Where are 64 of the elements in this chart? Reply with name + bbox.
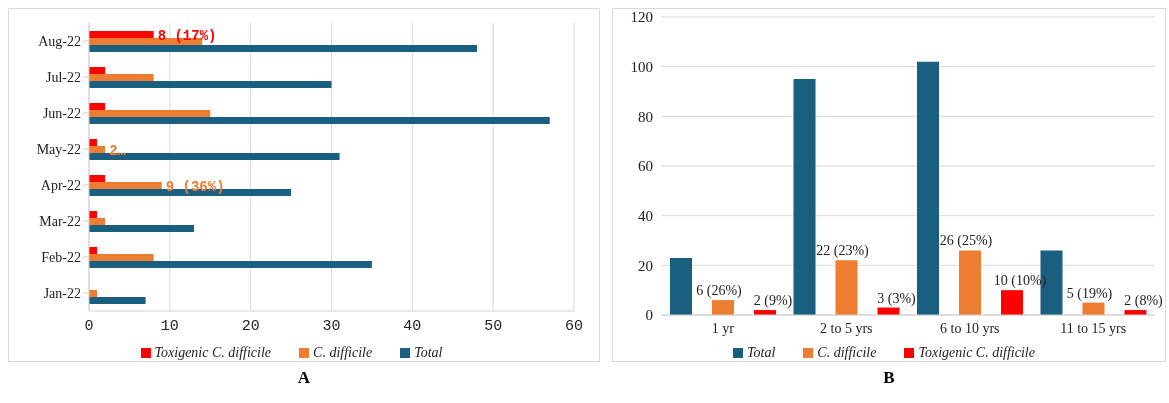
bar [712,300,734,315]
x-tick-label: 6 to 10 yrs [940,320,1000,336]
y-tick-label: 100 [630,58,653,75]
x-tick-label: 0 [84,317,94,335]
bar [89,182,162,189]
bar [89,31,154,38]
y-tick-label: May-22 [36,141,81,157]
y-tick-label: Jul-22 [46,69,81,85]
bar [89,297,146,304]
x-tick-label: 11 to 15 yrs [1060,320,1127,336]
y-tick-label: Jun-22 [42,105,81,121]
bar [89,175,106,182]
x-tick-label: 40 [403,317,422,335]
bar [89,110,211,117]
text: B [883,368,895,388]
bar [89,103,106,110]
bar [959,250,981,315]
data-label: 6 (26%) [696,283,743,300]
bar [89,81,332,88]
bar [89,45,477,52]
y-tick-label: Apr-22 [40,177,81,193]
legend-label: C. difficile [817,345,877,361]
bar [89,117,550,124]
legend-label: Total [414,345,443,361]
data-label: 26 (25%) [939,233,993,250]
bar [89,146,106,153]
y-tick-label: 40 [638,207,653,224]
text: A [297,368,311,388]
x-tick-label: 50 [484,317,503,335]
x-tick-label: 1 yr [711,320,735,336]
x-tick-label: 10 [160,317,179,335]
x-tick-label: 20 [241,317,260,335]
x-tick-label: 2 to 5 yrs [820,320,873,336]
y-tick-label: Feb-22 [41,249,81,265]
y-tick-label: Mar-22 [39,213,81,229]
bar [89,67,106,74]
x-tick-label: 60 [564,317,584,335]
y-tick-label: Aug-22 [38,33,81,49]
data-label: 2 (8%) [1124,293,1164,310]
bar [89,225,195,232]
bar [1001,290,1023,315]
bar [89,254,154,261]
legend-label: Toxigenic C. difficile [154,345,272,361]
data-label: 22 (23%) [816,243,870,260]
bar [793,79,816,315]
x-tick-label: 30 [322,317,341,335]
y-tick-label: Jan-22 [43,285,81,301]
bar [89,74,154,81]
y-tick-label: 80 [638,108,653,125]
bar [917,61,939,315]
bar [835,260,858,315]
y-tick-label: 60 [638,158,653,175]
bar [670,257,692,315]
y-tick-label: 20 [638,257,653,274]
bar [89,218,106,225]
data-label: 2 (9%) [753,293,793,310]
legend-label: C. difficile [313,345,373,361]
data-label: 5 (19%) [1066,285,1113,302]
bar [89,153,340,160]
legend-label: Total [747,345,776,361]
bar [89,261,372,268]
y-tick-label: 120 [630,9,653,26]
data-label: 3 (3%) [877,290,917,307]
legend-label: Toxigenic C. difficile [918,345,1035,361]
